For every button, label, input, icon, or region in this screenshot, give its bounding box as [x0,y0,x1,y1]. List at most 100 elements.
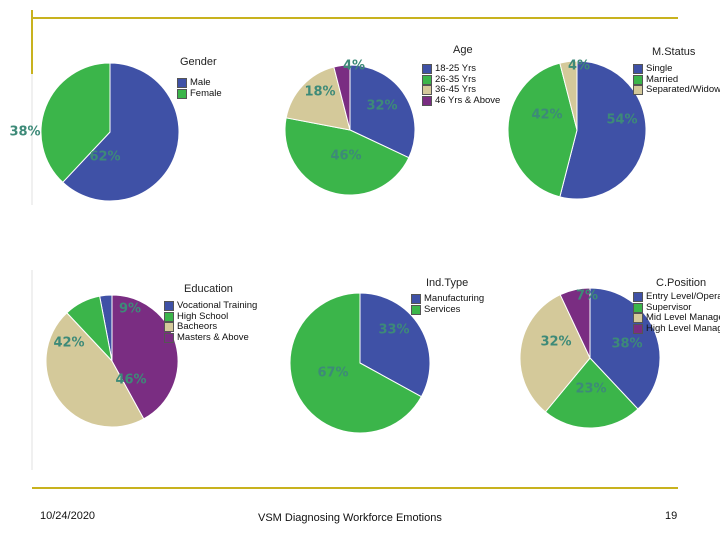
legend: Entry Level/OperationSupervisorMid Level… [633,291,720,335]
legend-item: Male [177,77,222,89]
pie-slice-female [40,62,111,184]
legend-label: High Level Manager [646,322,720,334]
legend-swatch [422,74,432,85]
data-label: 9% [118,301,142,317]
age-pie [284,64,416,196]
legend: Single Married Separated/Widow [633,63,720,96]
legend-label: High School [177,310,229,322]
legend-label: Female [190,87,222,99]
legend-swatch [164,332,174,343]
legend: 18-25 Yrs 26-35 Yrs 36-45 Yrs 46 Yrs & Abov… [422,63,500,107]
pie-slice-supervisor [544,357,639,429]
pie-slice-36-45-yrs [285,66,351,131]
legend-label: Single [646,63,673,74]
chart-title: Gender [180,56,217,68]
data-label: 62% [89,149,121,165]
data-label: 67% [317,365,349,381]
legend-label: Separated/Widow [646,84,720,95]
legend-item: Mid Level Manager [633,312,720,324]
legend-item: Manufacturing [411,293,484,305]
data-label: 42% [53,335,85,351]
legend-swatch [633,313,643,324]
industry-type-chart-panel: Ind.Type Manufacturing Services 33% 67% [270,275,510,470]
legend: Vocational Training High School Bacheors Ma… [164,300,258,344]
legend-swatch [411,304,421,315]
legend-label: Masters & Above [177,331,249,343]
chart-title: C.Position [656,277,707,289]
data-label: 7% [575,288,599,304]
pie-slice-46-yrs-above [333,64,351,131]
legend-item: Services [411,303,484,316]
legend-label: Services [424,303,461,315]
industry-type-pie [289,292,431,434]
education-pie [45,294,179,428]
pie-slice-single [559,60,647,200]
legend-label: 18-25 Yrs [435,63,477,74]
pie-slice-bacheors [45,312,145,428]
pie-slice-separated-widow [559,60,578,131]
pie-slice-high-level-manager [559,287,591,359]
legend-swatch [164,311,174,322]
data-label: 38% [611,336,643,352]
marital-status-pie [507,60,647,200]
legend-swatch [422,85,432,96]
legend-label: Vocational Training [177,300,258,311]
legend-item: 26-35 Yrs [422,73,500,86]
pie-slice-manufacturing [359,292,431,398]
career-position-chart-panel: C.Position Entry Level/OperationSupervis… [505,275,720,470]
legend-item: Single [633,63,720,75]
legend-swatch [633,302,643,313]
footer-title: VSM Diagnosing Workforce Emotions [258,512,442,524]
pie-slice-services [289,292,423,434]
legend: Male Female [177,77,222,99]
pie-slice-masters-above [111,294,179,420]
education-chart-panel: Education Vocational Training High School… [40,275,270,470]
legend-label: 36-45 Yrs [435,84,477,95]
age-chart-panel: Age 18-25 Yrs 26-35 Yrs 36-45 Yrs 46 Yrs & … [270,40,510,230]
legend-swatch [633,292,643,303]
legend-swatch [164,301,174,312]
pie-slice-male [62,62,180,202]
pie-slice-18-25-yrs [349,64,416,159]
legend-swatch [633,85,643,96]
pie-slice-26-35-yrs [284,117,410,196]
legend-item: Entry Level/Operation [633,291,720,303]
data-label: 33% [378,322,410,338]
data-label: 42% [531,107,563,123]
chart-title: Ind.Type [426,277,469,289]
gender-chart-panel: Gender Male Female 62% 38% [9,40,270,230]
legend-swatch [411,294,421,305]
chart-title: M.Status [652,46,696,58]
marital-status-chart-panel: M.Status Single Married Separated/Widow 54… [505,40,720,230]
data-label: 23% [575,381,607,397]
chart-title: Age [453,44,473,56]
legend-label: Married [646,73,679,85]
footer-date: 10/24/2020 [40,510,96,522]
legend: Manufacturing Services [411,293,484,316]
legend-item: Married [633,73,720,86]
legend-item: Masters & Above [164,331,257,344]
data-label: 4% [342,58,366,74]
pie-slice-married [507,62,578,198]
legend-label: 26-35 Yrs [435,73,477,85]
legend-swatch [177,78,187,89]
legend-swatch [633,74,643,85]
legend-item: Supervisor [633,302,720,314]
data-label: 54% [606,112,638,128]
page-number: 19 [665,510,678,522]
legend-item: High Level Manager [633,322,720,335]
data-label: 18% [304,84,336,100]
gender-pie [40,62,180,202]
legend-label: Male [190,77,211,88]
legend-item: 18-25 Yrs [422,63,500,75]
legend-item: Bacheors [164,321,257,333]
legend-swatch [633,323,643,334]
legend-swatch [422,95,432,106]
legend-item: Vocational Training [164,300,258,312]
data-label: 32% [540,334,572,350]
legend-item: 46 Yrs & Above [422,95,500,107]
legend-label: Bacheors [177,321,218,332]
chart-title: Education [184,283,233,295]
legend-item: 36-45 Yrs [422,84,500,96]
